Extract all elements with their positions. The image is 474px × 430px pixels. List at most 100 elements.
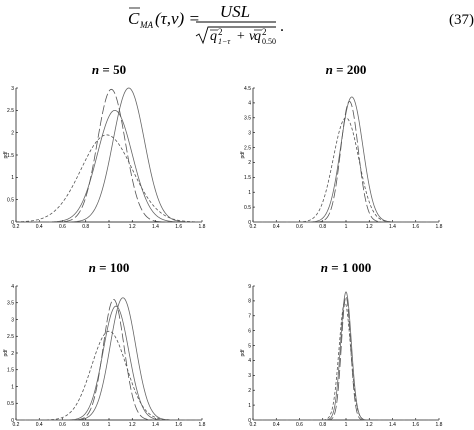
x-tick-label: 1.2 (366, 422, 373, 426)
series-shortdash-curve (15, 134, 203, 223)
eq-lhs-c: C (128, 9, 140, 28)
x-tick-label: 1 (345, 224, 348, 228)
eq-lhs-sub: MA (139, 20, 153, 30)
y-axis-label: pdf (3, 151, 9, 159)
y-tick-label: 3 (11, 317, 14, 323)
eq-q2-sub: 0.50 (262, 37, 276, 46)
chart-title: n = 50 (92, 62, 126, 77)
x-tick-label: 1.6 (412, 422, 419, 426)
y-tick-label: 1 (248, 403, 251, 409)
y-tick-label: 1 (248, 190, 251, 196)
y-tick-label: 7 (248, 314, 251, 320)
x-tick-label: 1.2 (129, 224, 136, 228)
series-solid-curve (253, 96, 439, 223)
x-tick-label: 1.4 (389, 422, 396, 426)
x-tick-label: 0.6 (59, 224, 66, 228)
x-tick-label: 0.4 (273, 422, 280, 426)
x-tick-label: 1.8 (199, 224, 206, 228)
y-tick-label: 0.5 (7, 401, 14, 407)
series-shortdash-curve (16, 330, 202, 421)
series-longdash-curve (253, 101, 439, 223)
x-tick-label: 0.4 (36, 224, 43, 228)
chart-title-n: n (321, 260, 331, 275)
chart-title-n: n (326, 62, 336, 77)
eq-q1-sub: 1−τ (218, 37, 231, 46)
pdf-chart-n50: n = 50 0.2 0.4 0.6 0.8 1 1.2 1.4 1.6 1.8 0 0.5 1 1.5 2… (3, 62, 206, 228)
y-tick-label: 0 (248, 220, 251, 226)
x-tick-label: 0.4 (36, 422, 43, 426)
y-tick-label: 4 (248, 358, 251, 364)
x-tick-label: 1.8 (436, 422, 443, 426)
y-tick-label: 2 (11, 130, 14, 136)
x-tick-label: 0.8 (319, 422, 326, 426)
y-tick-label: 0.5 (244, 205, 251, 211)
x-tick-label: 1.4 (389, 224, 396, 228)
y-tick-label: 0.5 (7, 197, 14, 203)
y-tick-label: 1 (11, 384, 14, 390)
y-tick-label: 3 (248, 373, 251, 379)
y-tick-label: 2.5 (7, 108, 14, 114)
y-tick-label: 4.5 (244, 86, 251, 92)
x-tick-label: 1.4 (152, 224, 159, 228)
chart-title: n = 100 (89, 260, 130, 275)
chart-title: n = 1 000 (321, 260, 371, 275)
series-shortdash-curve (253, 302, 439, 421)
pdf-chart-n100: n = 100 0.2 0.4 0.6 0.8 1 1.2 1.4 1.6 1.8 0 0.5 1 1.5… (3, 260, 206, 426)
y-tick-label: 2.5 (244, 145, 251, 151)
eq-q1: q (210, 29, 217, 44)
y-axis-label: pdf (240, 151, 246, 159)
y-tick-label: 2 (11, 351, 14, 357)
x-tick-label: 0.8 (82, 422, 89, 426)
chart-title: n = 200 (326, 62, 367, 77)
eq-number: (37) (449, 12, 474, 28)
y-tick-label: 0 (11, 418, 14, 424)
series-solid-curve (16, 109, 202, 223)
eq-q1-sup: 2 (218, 27, 223, 37)
x-tick-label: 1.2 (129, 422, 136, 426)
x-tick-label: 1.8 (199, 422, 206, 426)
eq-sqrt-sign (195, 26, 276, 45)
y-tick-label: 0 (248, 418, 251, 424)
chart-title-value: = 100 (99, 260, 129, 275)
x-tick-label: 1 (345, 422, 348, 426)
chart-title-value: = 50 (102, 62, 126, 77)
eq-q2: q (254, 29, 261, 44)
series-solid-curve (16, 87, 202, 223)
series-solid-curve (16, 297, 202, 421)
x-tick-label: 0.6 (296, 422, 303, 426)
pdf-chart-n1000: n = 1 000 0.2 0.4 0.6 0.8 1 1.2 1.4 1.6 1.8 0 1 2 3 4 5… (240, 260, 443, 426)
x-tick-label: 1 (108, 422, 111, 426)
y-tick-label: 3 (248, 130, 251, 136)
x-tick-label: 0.8 (319, 224, 326, 228)
y-tick-label: 3 (11, 86, 14, 92)
y-tick-label: 1.5 (7, 368, 14, 374)
eq-period: . (280, 18, 284, 35)
x-tick-label: 1.8 (436, 224, 443, 228)
x-tick-label: 0.2 (13, 422, 20, 426)
x-tick-label: 0.2 (250, 224, 257, 228)
x-tick-label: 0.6 (296, 224, 303, 228)
x-tick-label: 1.6 (412, 224, 419, 228)
y-tick-label: 2.5 (7, 334, 14, 340)
x-tick-label: 0.2 (250, 422, 257, 426)
x-tick-label: 1.6 (175, 422, 182, 426)
chart-title-value: = 1 000 (331, 260, 371, 275)
y-tick-label: 3.5 (7, 301, 14, 307)
y-tick-label: 6 (248, 328, 251, 334)
x-tick-label: 1.4 (152, 422, 159, 426)
y-tick-label: 4 (11, 284, 14, 290)
x-tick-label: 0.2 (13, 224, 20, 228)
y-axis-label: pdf (240, 349, 246, 357)
series-solid-curve (253, 291, 439, 421)
y-tick-label: 1 (11, 175, 14, 181)
y-tick-label: 3.5 (244, 116, 251, 122)
x-tick-label: 1 (108, 224, 111, 228)
series-solid-curve (16, 305, 202, 421)
x-tick-label: 0.8 (82, 224, 89, 228)
y-tick-label: 5 (248, 343, 251, 349)
eq-q2-sup: 2 (262, 27, 267, 37)
y-tick-label: 2 (248, 160, 251, 166)
x-tick-label: 0.6 (59, 422, 66, 426)
eq-lhs-args: (τ,ν) = (155, 9, 200, 28)
y-tick-label: 2 (248, 388, 251, 394)
